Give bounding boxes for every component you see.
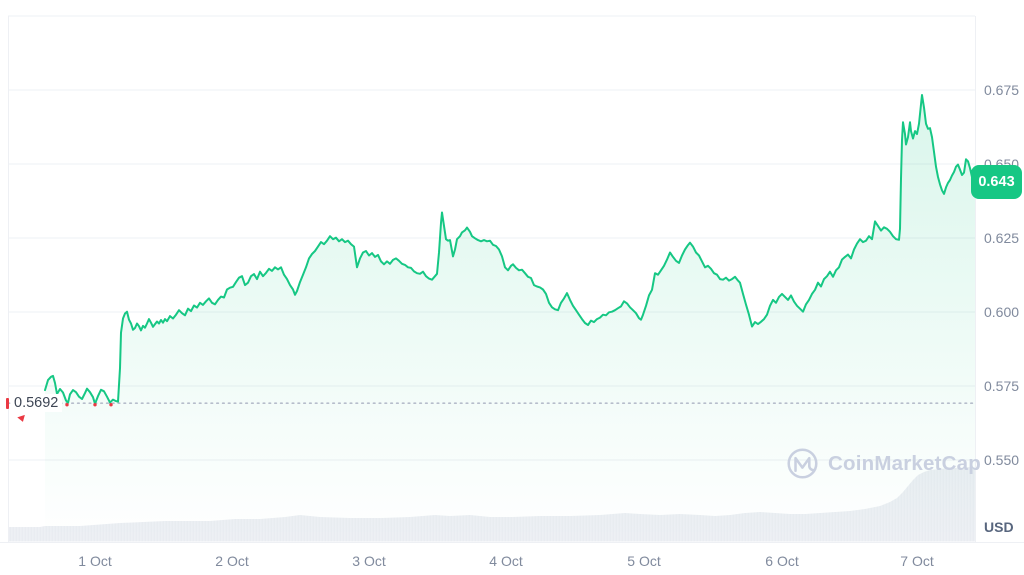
x-axis-tick: 6 Oct: [765, 553, 799, 569]
x-axis-tick: 1 Oct: [78, 553, 112, 569]
x-axis-tick: 4 Oct: [489, 553, 523, 569]
y-axis-tick: 0.600: [984, 304, 1020, 320]
y-axis-tick: 0.575: [984, 378, 1020, 394]
reference-line-tick: [6, 398, 9, 409]
x-axis-tick: 3 Oct: [352, 553, 386, 569]
y-axis-unit: USD: [984, 519, 1014, 535]
x-axis-tick: 5 Oct: [627, 553, 661, 569]
y-axis-tick: 0.550: [984, 452, 1020, 468]
coinmarketcap-logo-icon: [787, 448, 818, 479]
x-axis-tick: 7 Oct: [900, 553, 934, 569]
watermark-text: CoinMarketCap: [828, 451, 981, 475]
y-axis-tick: 0.625: [984, 230, 1020, 246]
coinmarketcap-watermark: CoinMarketCap: [786, 447, 981, 480]
x-axis-tick: 2 Oct: [215, 553, 249, 569]
y-axis-tick: 0.675: [984, 82, 1020, 98]
current-price-badge: 0.643: [971, 165, 1022, 199]
reference-price-label: 0.5692: [12, 394, 63, 412]
